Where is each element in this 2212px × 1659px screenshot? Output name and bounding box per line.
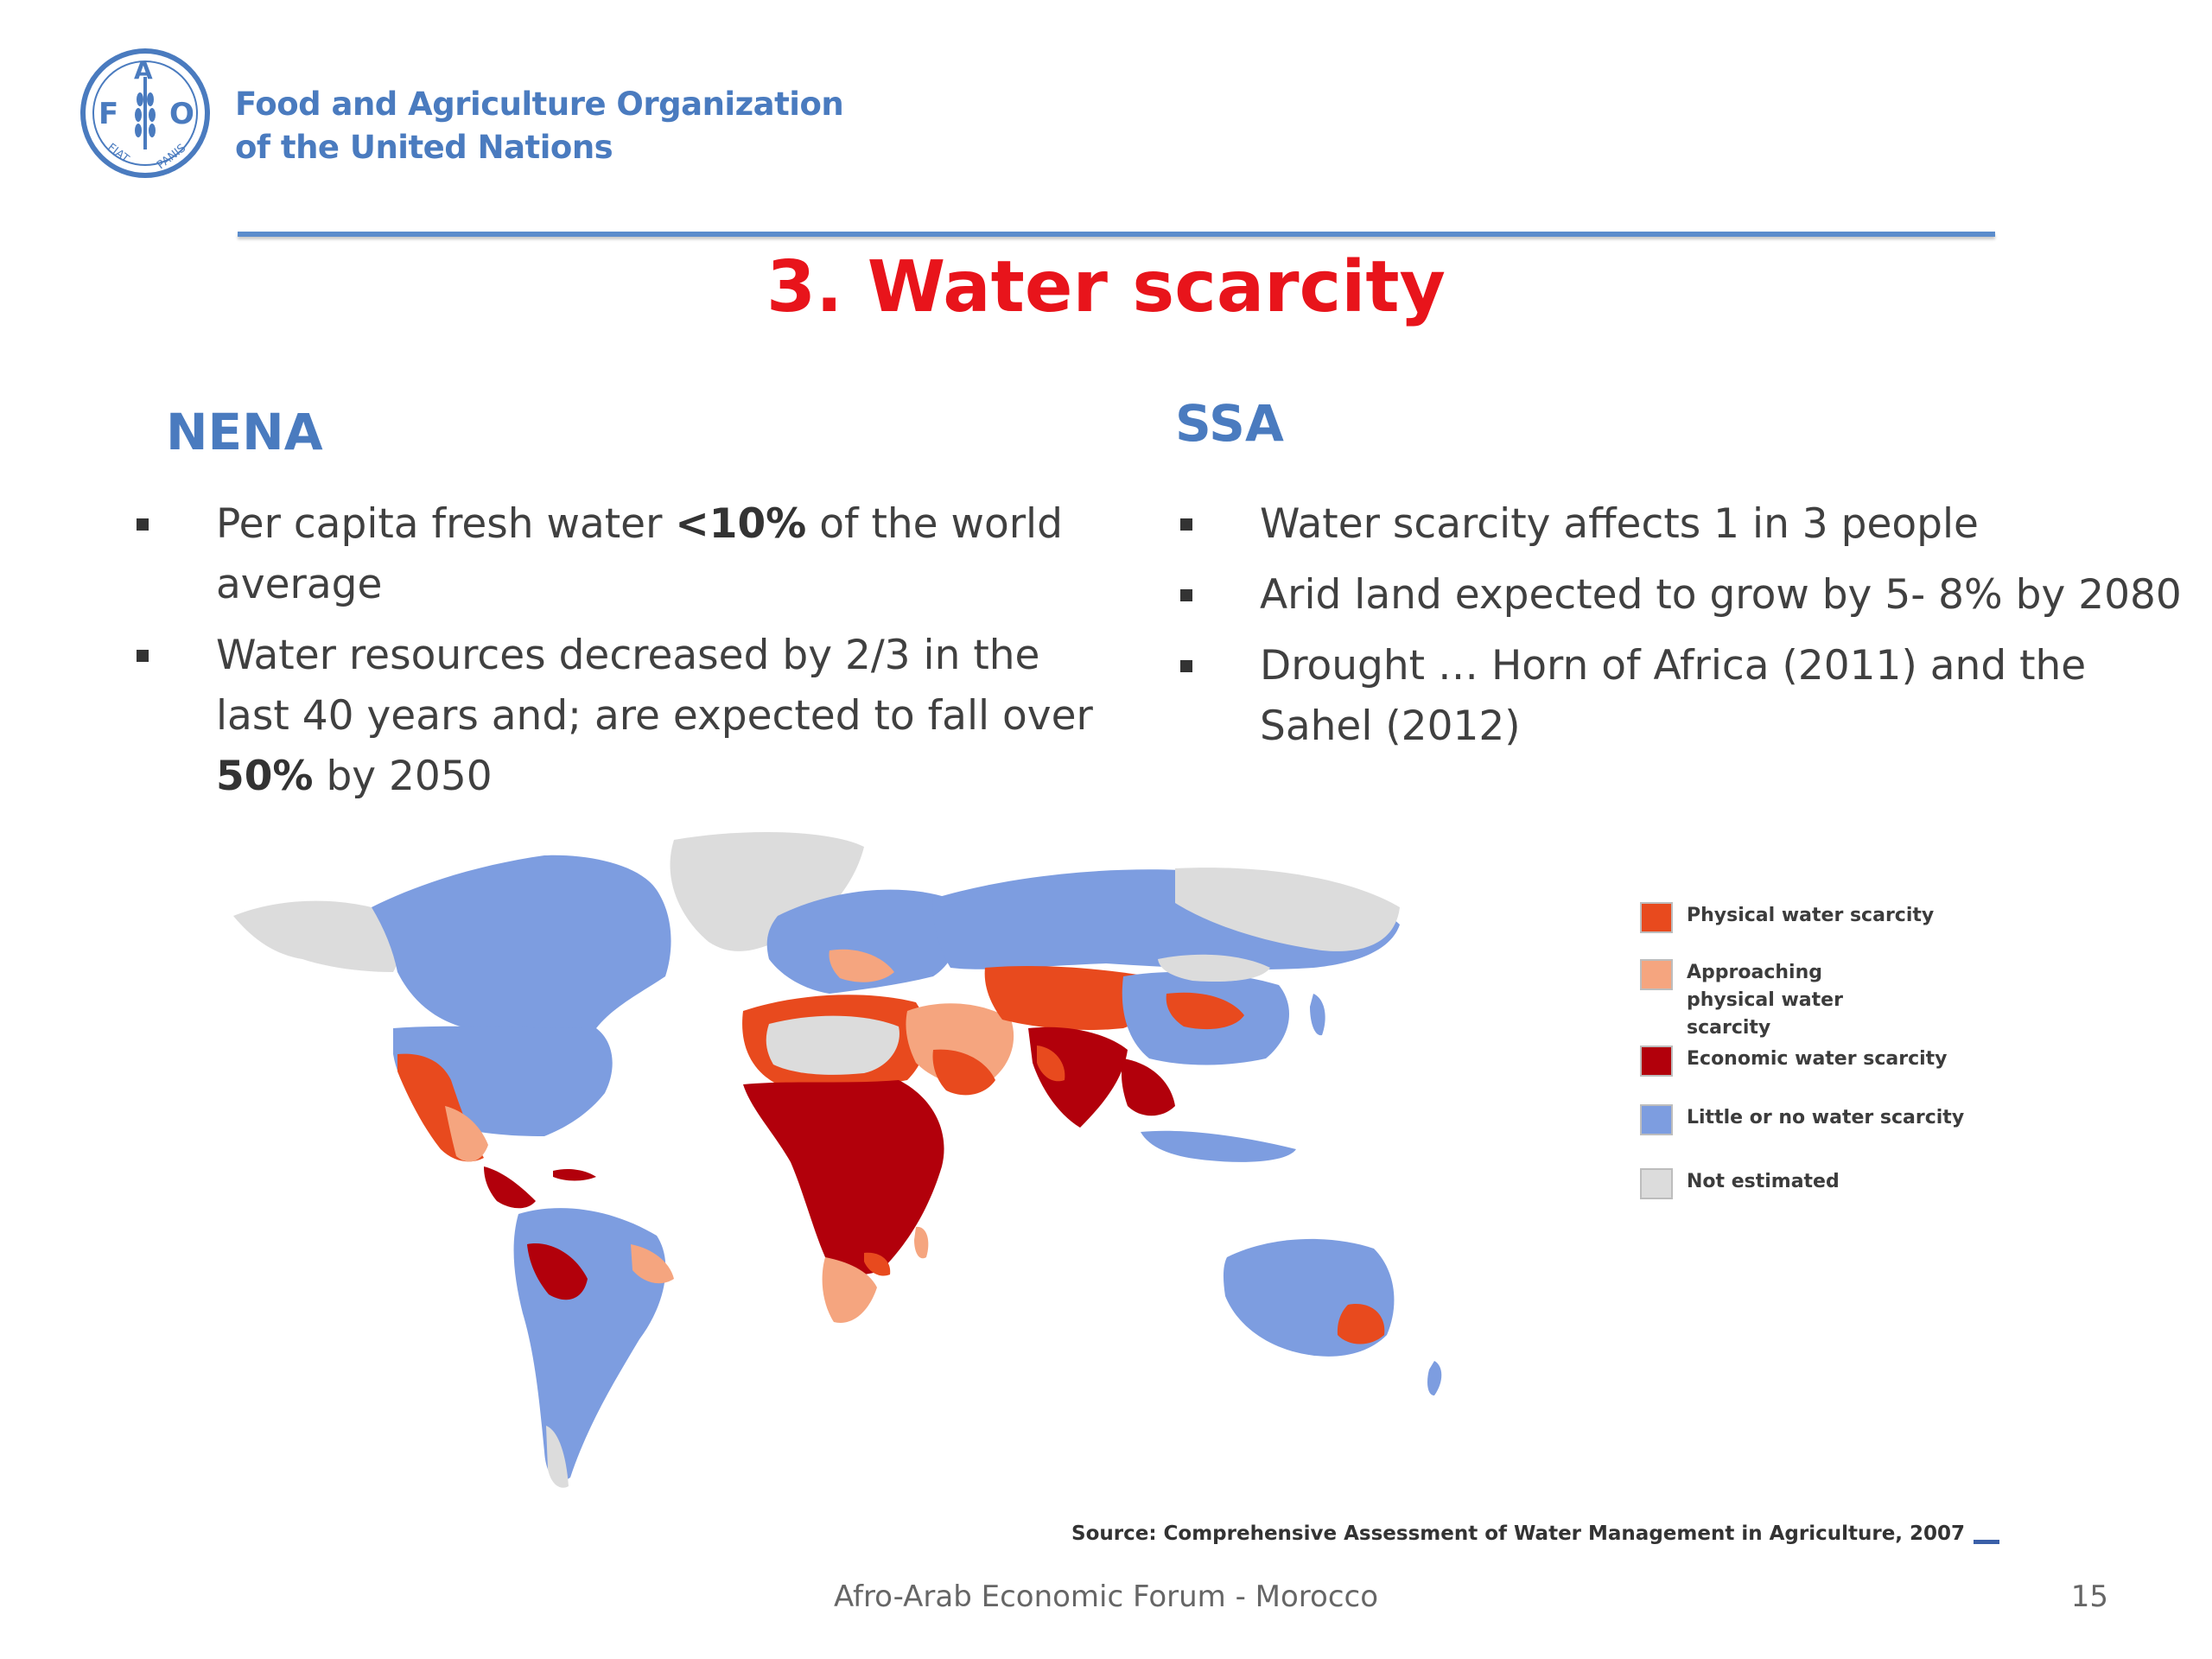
region-central-asia bbox=[984, 966, 1153, 1030]
legend-swatch-not-estimated bbox=[1640, 1168, 1673, 1199]
legend-item-not-estimated: Not estimated bbox=[1640, 1166, 2003, 1201]
bullet-square-icon bbox=[137, 518, 149, 531]
legend-label-economic: Economic water scarcity bbox=[1687, 1048, 1948, 1070]
region-brazil-approaching bbox=[631, 1244, 674, 1284]
legend-item-approaching: Approaching physical water scarcity bbox=[1640, 957, 2003, 1044]
organization-name: Food and Agriculture Organization of the… bbox=[235, 83, 844, 169]
region-india-physical bbox=[1037, 1046, 1065, 1082]
region-ssa-economic bbox=[743, 1080, 944, 1274]
world-water-scarcity-map bbox=[233, 831, 1442, 1488]
logo-letter-a: A bbox=[134, 56, 153, 85]
region-south-asia bbox=[1028, 1027, 1128, 1128]
nena-heading: NENA bbox=[166, 403, 323, 461]
org-name-line2: of the United Nations bbox=[235, 129, 613, 166]
logo-letter-o: O bbox=[169, 97, 194, 131]
legend-item-little: Little or no water scarcity bbox=[1640, 1103, 2003, 1166]
source-note: Source: Comprehensive Assessment of Wate… bbox=[1071, 1522, 1966, 1545]
ssa-bullet-list: Water scarcity affects 1 in 3 people Ari… bbox=[1180, 494, 2210, 757]
org-name-line1: Food and Agriculture Organization bbox=[235, 86, 844, 123]
region-middle-east bbox=[906, 1003, 1014, 1086]
nena-bullet-2: Water resources decreased by 2/3 in the … bbox=[137, 626, 1123, 807]
region-sahara-not-estimated bbox=[766, 1015, 899, 1075]
legend-swatch-economic bbox=[1640, 1046, 1673, 1077]
region-andes-economic bbox=[527, 1243, 588, 1300]
region-caribbean bbox=[553, 1168, 596, 1181]
region-mexico-approaching bbox=[445, 1106, 488, 1162]
region-alaska bbox=[233, 900, 399, 972]
region-japan bbox=[1310, 994, 1325, 1036]
region-madagascar bbox=[914, 1226, 929, 1259]
footer-text: Afro-Arab Economic Forum - Morocco bbox=[833, 1580, 1379, 1614]
region-murray-darling-physical bbox=[1337, 1304, 1385, 1344]
region-central-america bbox=[484, 1166, 536, 1209]
region-arabia-physical bbox=[932, 1049, 995, 1096]
legend-label-physical: Physical water scarcity bbox=[1687, 905, 1935, 926]
nena-bullet-1: Per capita fresh water <10% of the world… bbox=[137, 494, 1123, 615]
header-divider bbox=[238, 232, 1995, 237]
legend-label-not-estimated: Not estimated bbox=[1687, 1171, 1840, 1192]
region-greenland bbox=[670, 831, 864, 951]
bullet-square-icon bbox=[1180, 589, 1192, 601]
region-southern-africa-approaching bbox=[822, 1257, 877, 1323]
ssa-bullet-2: Arid land expected to grow by 5- 8% by 2… bbox=[1180, 565, 2210, 626]
region-canada bbox=[372, 855, 671, 1032]
bullet-square-icon bbox=[1180, 518, 1192, 531]
ssa-heading: SSA bbox=[1175, 394, 1284, 453]
page-number: 15 bbox=[2070, 1580, 2108, 1614]
ssa-bullet-1: Water scarcity affects 1 in 3 people bbox=[1180, 494, 2210, 555]
legend-swatch-approaching bbox=[1640, 959, 1673, 990]
slide-title: 3. Water scarcity bbox=[766, 246, 1446, 328]
ssa-bullet-3: Drought … Horn of Africa (2011) and the … bbox=[1180, 636, 2210, 757]
region-siberia-not-estimated bbox=[1175, 868, 1400, 951]
fao-emblem-icon: F A O FIAT PANIS bbox=[80, 48, 210, 178]
map-legend: Physical water scarcity Approaching phys… bbox=[1640, 900, 2003, 1201]
region-mongolia bbox=[1158, 954, 1270, 982]
source-dash bbox=[1974, 1540, 1999, 1544]
region-patagonia bbox=[546, 1426, 569, 1488]
region-se-asia bbox=[1121, 1058, 1175, 1116]
legend-label-approaching: Approaching physical water scarcity bbox=[1687, 962, 1843, 1039]
legend-swatch-physical bbox=[1640, 902, 1673, 933]
region-europe bbox=[766, 889, 960, 994]
nena-bullet-list: Per capita fresh water <10% of the world… bbox=[137, 494, 1123, 807]
legend-item-economic: Economic water scarcity bbox=[1640, 1044, 2003, 1103]
bullet-square-icon bbox=[137, 650, 149, 662]
region-east-europe-approaching bbox=[829, 949, 894, 982]
legend-item-physical: Physical water scarcity bbox=[1640, 900, 2003, 957]
legend-label-little: Little or no water scarcity bbox=[1687, 1107, 1965, 1128]
region-southern-africa-physical bbox=[864, 1252, 891, 1276]
region-north-china-physical bbox=[1166, 992, 1244, 1030]
region-new-zealand bbox=[1427, 1361, 1442, 1395]
bullet-square-icon bbox=[1180, 660, 1192, 672]
logo-letter-f: F bbox=[99, 97, 118, 131]
region-indonesia bbox=[1141, 1130, 1296, 1162]
legend-swatch-little bbox=[1640, 1104, 1673, 1135]
